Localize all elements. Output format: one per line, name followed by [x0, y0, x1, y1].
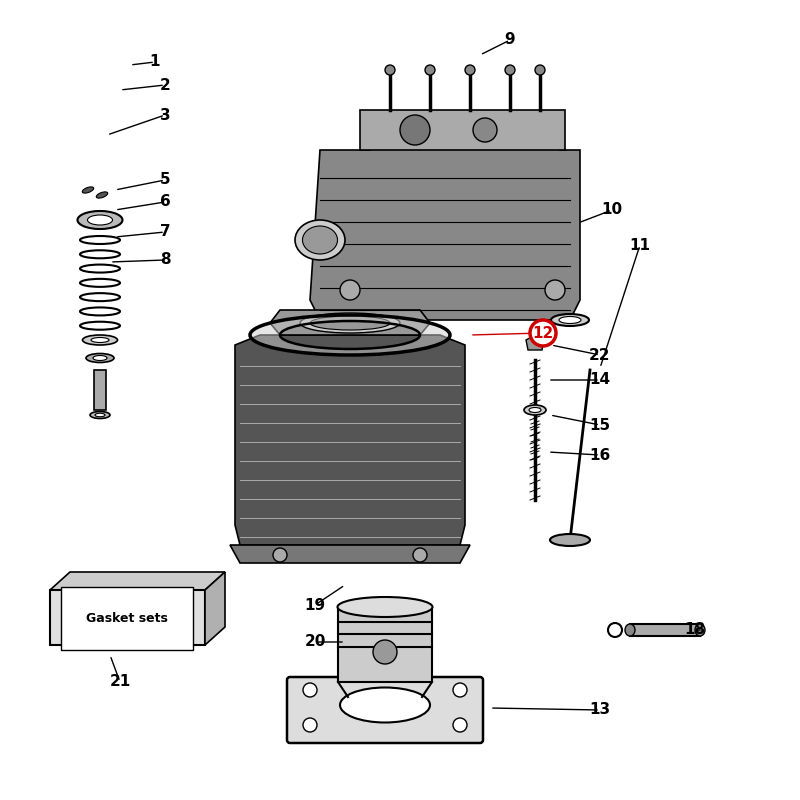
Ellipse shape	[559, 317, 581, 323]
FancyBboxPatch shape	[287, 677, 483, 743]
Circle shape	[535, 65, 545, 75]
Ellipse shape	[551, 314, 589, 326]
Ellipse shape	[529, 407, 541, 413]
Ellipse shape	[86, 354, 114, 362]
Polygon shape	[310, 120, 580, 320]
Ellipse shape	[95, 414, 105, 417]
Circle shape	[385, 65, 395, 75]
Circle shape	[303, 718, 317, 732]
Text: 3: 3	[160, 107, 170, 122]
Circle shape	[340, 280, 360, 300]
Ellipse shape	[300, 313, 400, 333]
Ellipse shape	[695, 624, 705, 636]
Ellipse shape	[338, 597, 433, 617]
Text: 10: 10	[602, 202, 622, 218]
Polygon shape	[50, 572, 225, 590]
Ellipse shape	[524, 405, 546, 415]
Ellipse shape	[78, 211, 122, 229]
Text: 18: 18	[685, 622, 706, 638]
Ellipse shape	[625, 624, 635, 636]
Ellipse shape	[87, 215, 113, 225]
Text: 22: 22	[590, 347, 610, 362]
Circle shape	[465, 65, 475, 75]
Polygon shape	[630, 624, 700, 636]
Text: 8: 8	[160, 253, 170, 267]
Circle shape	[505, 65, 515, 75]
Circle shape	[373, 640, 397, 664]
Ellipse shape	[310, 316, 390, 330]
Polygon shape	[250, 315, 450, 355]
Circle shape	[473, 118, 497, 142]
Circle shape	[425, 65, 435, 75]
Text: 6: 6	[160, 194, 170, 210]
Text: 12: 12	[532, 326, 554, 341]
Ellipse shape	[96, 192, 108, 198]
Ellipse shape	[302, 226, 338, 254]
Text: Gasket sets: Gasket sets	[86, 611, 168, 625]
Polygon shape	[338, 607, 432, 682]
Ellipse shape	[82, 335, 118, 345]
Ellipse shape	[295, 220, 345, 260]
Text: 2: 2	[160, 78, 170, 93]
Circle shape	[530, 320, 556, 346]
Ellipse shape	[91, 338, 109, 342]
Polygon shape	[235, 335, 465, 545]
Circle shape	[400, 115, 430, 145]
Text: 5: 5	[160, 173, 170, 187]
Text: 14: 14	[590, 373, 610, 387]
Ellipse shape	[93, 355, 107, 361]
FancyBboxPatch shape	[50, 590, 205, 645]
Ellipse shape	[82, 187, 94, 193]
Text: 21: 21	[110, 674, 130, 690]
Ellipse shape	[550, 534, 590, 546]
Polygon shape	[360, 110, 565, 150]
Text: 9: 9	[505, 33, 515, 47]
Circle shape	[453, 718, 467, 732]
Circle shape	[453, 683, 467, 697]
Polygon shape	[270, 310, 430, 335]
Circle shape	[413, 548, 427, 562]
Ellipse shape	[340, 687, 430, 722]
Text: 7: 7	[160, 225, 170, 239]
Ellipse shape	[90, 411, 110, 418]
Text: 13: 13	[590, 702, 610, 718]
Text: 11: 11	[630, 238, 650, 253]
Text: 20: 20	[304, 634, 326, 650]
Text: 16: 16	[590, 447, 610, 462]
Text: 19: 19	[305, 598, 326, 613]
Polygon shape	[94, 370, 106, 410]
Text: 15: 15	[590, 418, 610, 433]
Circle shape	[273, 548, 287, 562]
Polygon shape	[526, 335, 544, 350]
Circle shape	[303, 683, 317, 697]
Text: 1: 1	[150, 54, 160, 70]
Circle shape	[545, 280, 565, 300]
Polygon shape	[230, 545, 470, 563]
Polygon shape	[205, 572, 225, 645]
